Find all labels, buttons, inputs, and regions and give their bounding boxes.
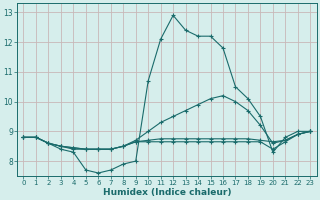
X-axis label: Humidex (Indice chaleur): Humidex (Indice chaleur) [103,188,231,197]
